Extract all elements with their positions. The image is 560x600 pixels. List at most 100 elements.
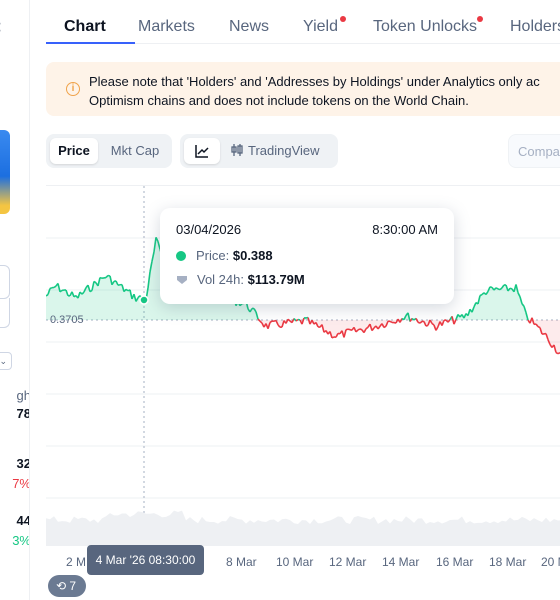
- history-icon: ⟲: [56, 579, 67, 593]
- price-line-segment: [479, 293, 483, 297]
- price-line-segment: [417, 321, 421, 324]
- mktcap-button[interactable]: Mkt Cap: [110, 143, 160, 158]
- price-line-segment: [509, 287, 513, 290]
- x-axis-label: 16 Mar: [436, 555, 474, 569]
- tab-chart[interactable]: Chart: [64, 18, 106, 35]
- price-line-segment: [553, 344, 557, 353]
- price-line-segment: [489, 286, 493, 289]
- price-line-segment: [331, 336, 335, 339]
- price-button[interactable]: Price: [50, 138, 98, 164]
- chart-type-toggle: TradingView: [180, 134, 338, 168]
- price-line-segment: [515, 284, 519, 293]
- price-line-segment: [467, 309, 471, 316]
- history-badge[interactable]: ⟲ 7: [48, 575, 86, 597]
- x-axis-label: 14 Mar: [382, 555, 420, 569]
- price-line-segment: [499, 287, 503, 291]
- price-line-segment: [277, 324, 281, 328]
- side-box[interactable]: [0, 265, 10, 299]
- price-line-segment: [359, 328, 363, 331]
- volume-icon: [177, 276, 187, 284]
- line-chart-button[interactable]: [184, 138, 220, 164]
- price-line-segment: [357, 328, 361, 331]
- tab-news[interactable]: News: [229, 18, 270, 35]
- price-line-segment: [471, 306, 475, 313]
- price-line-segment: [415, 317, 419, 323]
- x-axis-label: 18 Mar: [489, 555, 527, 569]
- price-line-segment: [45, 293, 49, 297]
- x-axis-label: 8 Mar: [226, 555, 257, 569]
- compare-input[interactable]: Compa: [508, 134, 560, 168]
- side-box-2[interactable]: [0, 298, 10, 328]
- price-line-segment: [81, 291, 85, 295]
- more-icon[interactable]: ••: [0, 16, 6, 44]
- price-line-segment: [425, 324, 429, 327]
- price-line-segment: [385, 320, 389, 327]
- price-line-segment: [153, 237, 157, 253]
- price-line-segment: [89, 289, 93, 293]
- tooltip-price-label: Price:: [196, 248, 230, 263]
- price-line-segment: [335, 333, 339, 338]
- price-line-segment: [273, 319, 277, 322]
- tab-holders[interactable]: Holders: [510, 18, 560, 35]
- x-axis-label: 20 M: [541, 555, 560, 569]
- price-line-segment: [59, 289, 63, 293]
- price-line-segment: [453, 319, 457, 325]
- price-line-segment: [321, 324, 325, 333]
- promo-image[interactable]: [0, 130, 10, 214]
- tab-bar: [46, 0, 560, 44]
- candlestick-icon: [231, 144, 243, 156]
- price-line-segment: [493, 287, 497, 291]
- price-line-segment: [389, 320, 393, 324]
- price-line-segment: [83, 287, 87, 293]
- price-line-segment: [517, 292, 521, 298]
- price-line-segment: [121, 284, 125, 292]
- x-axis-label: 12 Mar: [329, 555, 367, 569]
- tradingview-button[interactable]: TradingView: [226, 138, 334, 164]
- price-line-segment: [423, 321, 427, 327]
- price-line-segment: [369, 323, 373, 331]
- price-line-segment: [419, 320, 423, 324]
- info-notice: i Please note that 'Holders' and 'Addres…: [46, 62, 560, 116]
- price-line-segment: [345, 328, 349, 331]
- history-count: 7: [69, 579, 77, 593]
- chevron-down-icon[interactable]: ⌄: [0, 352, 12, 370]
- stat-value: 32: [16, 456, 30, 471]
- price-line-segment: [57, 283, 61, 292]
- tooltip-volume-label: Vol 24h:: [197, 272, 244, 287]
- price-line-segment: [49, 286, 53, 290]
- tooltip-price-value: $0.388: [232, 248, 273, 263]
- price-line-segment: [135, 297, 139, 302]
- price-line-segment: [253, 308, 257, 313]
- tab-yield[interactable]: Yield: [303, 18, 338, 35]
- price-line-segment: [547, 339, 551, 345]
- price-line-segment: [307, 317, 311, 325]
- price-line-segment: [377, 325, 381, 330]
- price-line-segment: [523, 305, 527, 313]
- notification-dot: [477, 16, 483, 22]
- price-dot-icon: [176, 251, 186, 261]
- tradingview-label: TradingView: [248, 143, 320, 158]
- tab-token-unlocks[interactable]: Token Unlocks: [373, 18, 478, 35]
- price-line-segment: [257, 318, 261, 322]
- crosshair-time-label: 4 Mar '26 08:30:00: [87, 545, 204, 575]
- active-tab-indicator: [46, 42, 135, 44]
- price-line-segment: [275, 320, 279, 326]
- price-line-segment: [435, 326, 439, 331]
- price-mktcap-toggle: Price Mkt Cap: [46, 134, 172, 168]
- price-line-segment: [531, 317, 535, 325]
- hover-point: [139, 295, 149, 305]
- price-line-segment: [259, 320, 263, 324]
- price-line-segment: [155, 236, 159, 242]
- price-line-segment: [365, 326, 369, 330]
- price-line-segment: [255, 311, 259, 320]
- price-line-segment: [315, 322, 319, 328]
- price-line-segment: [329, 331, 333, 339]
- tooltip-time: 8:30:00 AM: [372, 222, 438, 237]
- stat-value: 78: [16, 406, 30, 421]
- stat-value: 44: [16, 513, 30, 528]
- price-line-segment: [65, 289, 69, 296]
- price-line-segment: [301, 317, 305, 325]
- tab-markets[interactable]: Markets: [138, 18, 195, 35]
- stat-label: gh: [16, 388, 30, 403]
- price-line-segment: [403, 315, 407, 320]
